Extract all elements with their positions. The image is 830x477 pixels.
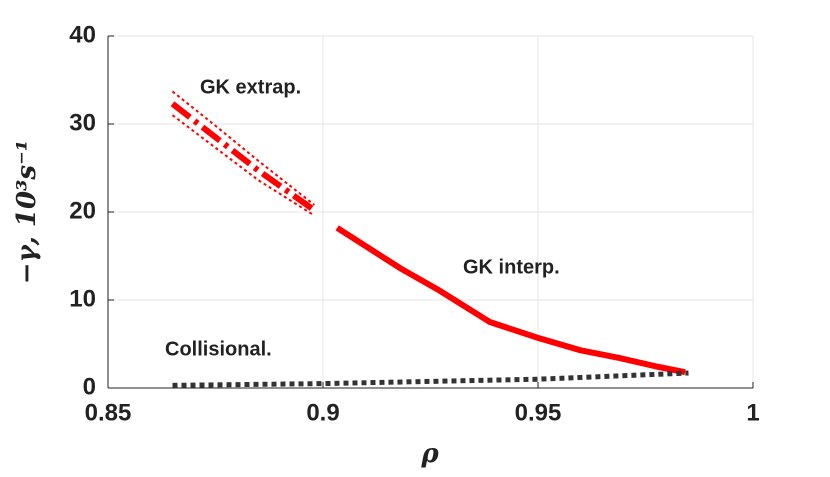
x-tick-label: 0.85	[85, 399, 132, 426]
annotation: GK interp.	[463, 256, 560, 278]
y-tick-label: 0	[83, 373, 96, 400]
x-tick-label: 1	[746, 399, 759, 426]
annotation: Collisional.	[165, 338, 272, 360]
series-line	[335, 225, 686, 376]
y-tick-label: 40	[69, 21, 96, 48]
x-axis-label: ρ	[420, 439, 439, 469]
annotation: GK extrap.	[200, 76, 301, 98]
x-tick-label: 0.9	[306, 399, 339, 426]
x-tick-label: 0.95	[515, 399, 562, 426]
y-axis-label: −γ, 10³s⁻¹	[12, 140, 42, 284]
lower-bound	[171, 114, 315, 217]
y-tick-label: 20	[69, 197, 96, 224]
y-tick-label: 10	[69, 285, 96, 312]
upper-bound	[171, 90, 316, 206]
series-line	[170, 101, 317, 213]
series-line	[172, 370, 689, 388]
y-tick-label: 30	[69, 109, 96, 136]
